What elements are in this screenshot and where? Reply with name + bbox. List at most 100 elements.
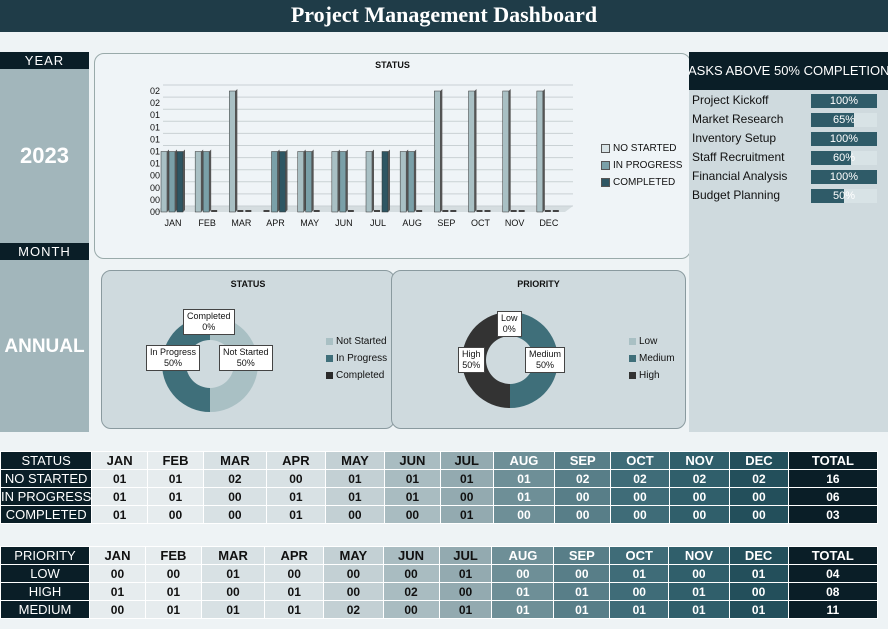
x-tick-label: JUL — [370, 218, 386, 228]
bar-in-progress — [271, 151, 278, 213]
y-tick-label: 00 — [150, 207, 160, 217]
task-progress-value: 100% — [829, 95, 859, 107]
task-progress-bar: 60% — [811, 151, 877, 165]
table-header-cell: FEB — [144, 546, 202, 565]
bar-completed — [245, 210, 252, 212]
legend-label: Not Started — [336, 336, 387, 347]
table-cell: 01 — [200, 564, 266, 583]
table-cell: 02 — [610, 469, 670, 488]
task-row: Financial Analysis 100% — [692, 168, 882, 187]
table-cell: 08 — [787, 582, 879, 601]
bar-side — [508, 89, 511, 212]
table-cell: 00 — [202, 505, 268, 524]
table-header-cell: JAN — [91, 451, 149, 470]
task-progress-fill — [811, 189, 844, 203]
legend-label: COMPLETED — [613, 177, 676, 188]
x-tick-label: JAN — [164, 218, 181, 228]
table-cell: 01 — [91, 487, 149, 506]
legend-item-low: Low — [629, 333, 675, 350]
table-cell: 03 — [787, 505, 879, 524]
legend-swatch — [601, 144, 610, 153]
x-tick-label: DEC — [539, 218, 559, 228]
x-tick-label: AUG — [402, 218, 422, 228]
task-row: Inventory Setup 100% — [692, 130, 882, 149]
table-cell: 00 — [264, 564, 325, 583]
y-tick-label: 02 — [150, 86, 160, 96]
task-progress-fill — [811, 170, 877, 184]
table-cell: 01 — [728, 600, 789, 619]
bar-no-started — [502, 90, 509, 213]
table-cell: 00 — [554, 487, 612, 506]
month-value[interactable]: ANNUAL — [4, 336, 85, 357]
legend-label: IN PROGRESS — [613, 160, 683, 171]
table-cell: 01 — [492, 487, 556, 506]
task-progress-bar: 65% — [811, 113, 877, 127]
table-header-cell: JUL — [439, 451, 494, 470]
legend-swatch — [601, 178, 610, 187]
table-cell: 01 — [147, 469, 204, 488]
bar-completed — [381, 151, 389, 213]
year-value[interactable]: 2023 — [20, 143, 69, 168]
data-label-value: 50% — [236, 358, 255, 368]
table-row: COMPLETED 01 00 00 01 00 00 01 00 00 00 00 00 03 — [0, 505, 879, 524]
y-tick-label: 00 — [150, 183, 160, 193]
bar-no-started — [434, 90, 441, 213]
table-cell: 00 — [668, 564, 730, 583]
legend-swatch — [326, 355, 333, 362]
task-progress-value: 100% — [829, 133, 859, 145]
bar-side — [183, 149, 185, 212]
status-table: STATUS JAN FEB MAR APR MAY JUN JUL AUG SEP OCT NOV D… — [0, 451, 879, 524]
legend-swatch — [326, 372, 333, 379]
task-row: Project Kickoff 100% — [692, 92, 882, 111]
task-name: Staff Recruitment — [692, 150, 785, 164]
table-header-cell: JUN — [382, 546, 440, 565]
table-row: LOW 00 00 01 00 00 00 01 00 00 01 00 01 04 — [0, 564, 879, 583]
y-tick-label: 00 — [150, 171, 160, 181]
bar-side — [372, 149, 374, 212]
status-bar-chart: 00 00 00 00 01 01 01 01 01 02 02 JAN FEB MAR APR MAY JUN… — [150, 84, 573, 228]
table-header-cell: MAR — [200, 546, 266, 565]
task-progress-value: 100% — [829, 171, 859, 183]
table-cell: 02 — [554, 469, 612, 488]
table-cell: 00 — [384, 505, 441, 524]
data-label-medium: Medium 50% — [525, 347, 566, 373]
table-cell: 01 — [264, 600, 325, 619]
table-row: MEDIUM 00 01 01 01 02 00 01 01 01 01 01 01 11 — [0, 600, 879, 619]
bar-no-started — [468, 90, 475, 213]
table-header-cell: NOV — [668, 546, 730, 565]
table-cell: 01 — [266, 505, 326, 524]
table-cell: 00 — [668, 505, 731, 524]
task-progress-fill — [811, 151, 851, 165]
data-label-in-progress: In Progress 50% — [146, 345, 201, 371]
data-label-name: In Progress — [150, 347, 197, 357]
bar-completed — [347, 210, 354, 212]
data-label-name: Completed — [187, 311, 231, 321]
data-label-value: 50% — [536, 360, 555, 370]
legend-item-medium: Medium — [629, 350, 675, 367]
table-row: HIGH 01 01 00 01 00 02 00 01 01 00 01 00 08 — [0, 582, 879, 601]
y-tick-label: 01 — [150, 110, 160, 120]
status-donut-legend: Not Started In Progress Completed — [326, 333, 387, 384]
table-cell: 00 — [729, 487, 789, 506]
table-cell: 01 — [438, 600, 493, 619]
row-label: MEDIUM — [0, 600, 90, 619]
bar-completed — [518, 210, 525, 212]
bar-no-started — [331, 151, 339, 213]
table-header-cell: SEP — [553, 546, 611, 565]
x-tick-label: MAY — [300, 218, 319, 228]
legend-label: Completed — [336, 370, 385, 381]
bar-side — [285, 149, 288, 212]
priority-table: PRIORITY JAN FEB MAR APR MAY JUN JUL AUG SEP OCT NO… — [0, 546, 879, 619]
table-header-cell: TOTAL — [787, 546, 879, 565]
data-label-value: 0% — [202, 322, 216, 332]
table-cell: 01 — [491, 582, 555, 601]
table-header-cell: MAY — [324, 451, 386, 470]
table-cell: 01 — [492, 469, 556, 488]
table-cell: 01 — [324, 469, 386, 488]
table-cell: 00 — [610, 487, 670, 506]
bar-in-progress — [476, 210, 483, 212]
task-name: Inventory Setup — [692, 131, 777, 145]
table-cell: 01 — [668, 600, 730, 619]
bar-side — [235, 89, 238, 212]
bar-completed — [484, 210, 491, 212]
